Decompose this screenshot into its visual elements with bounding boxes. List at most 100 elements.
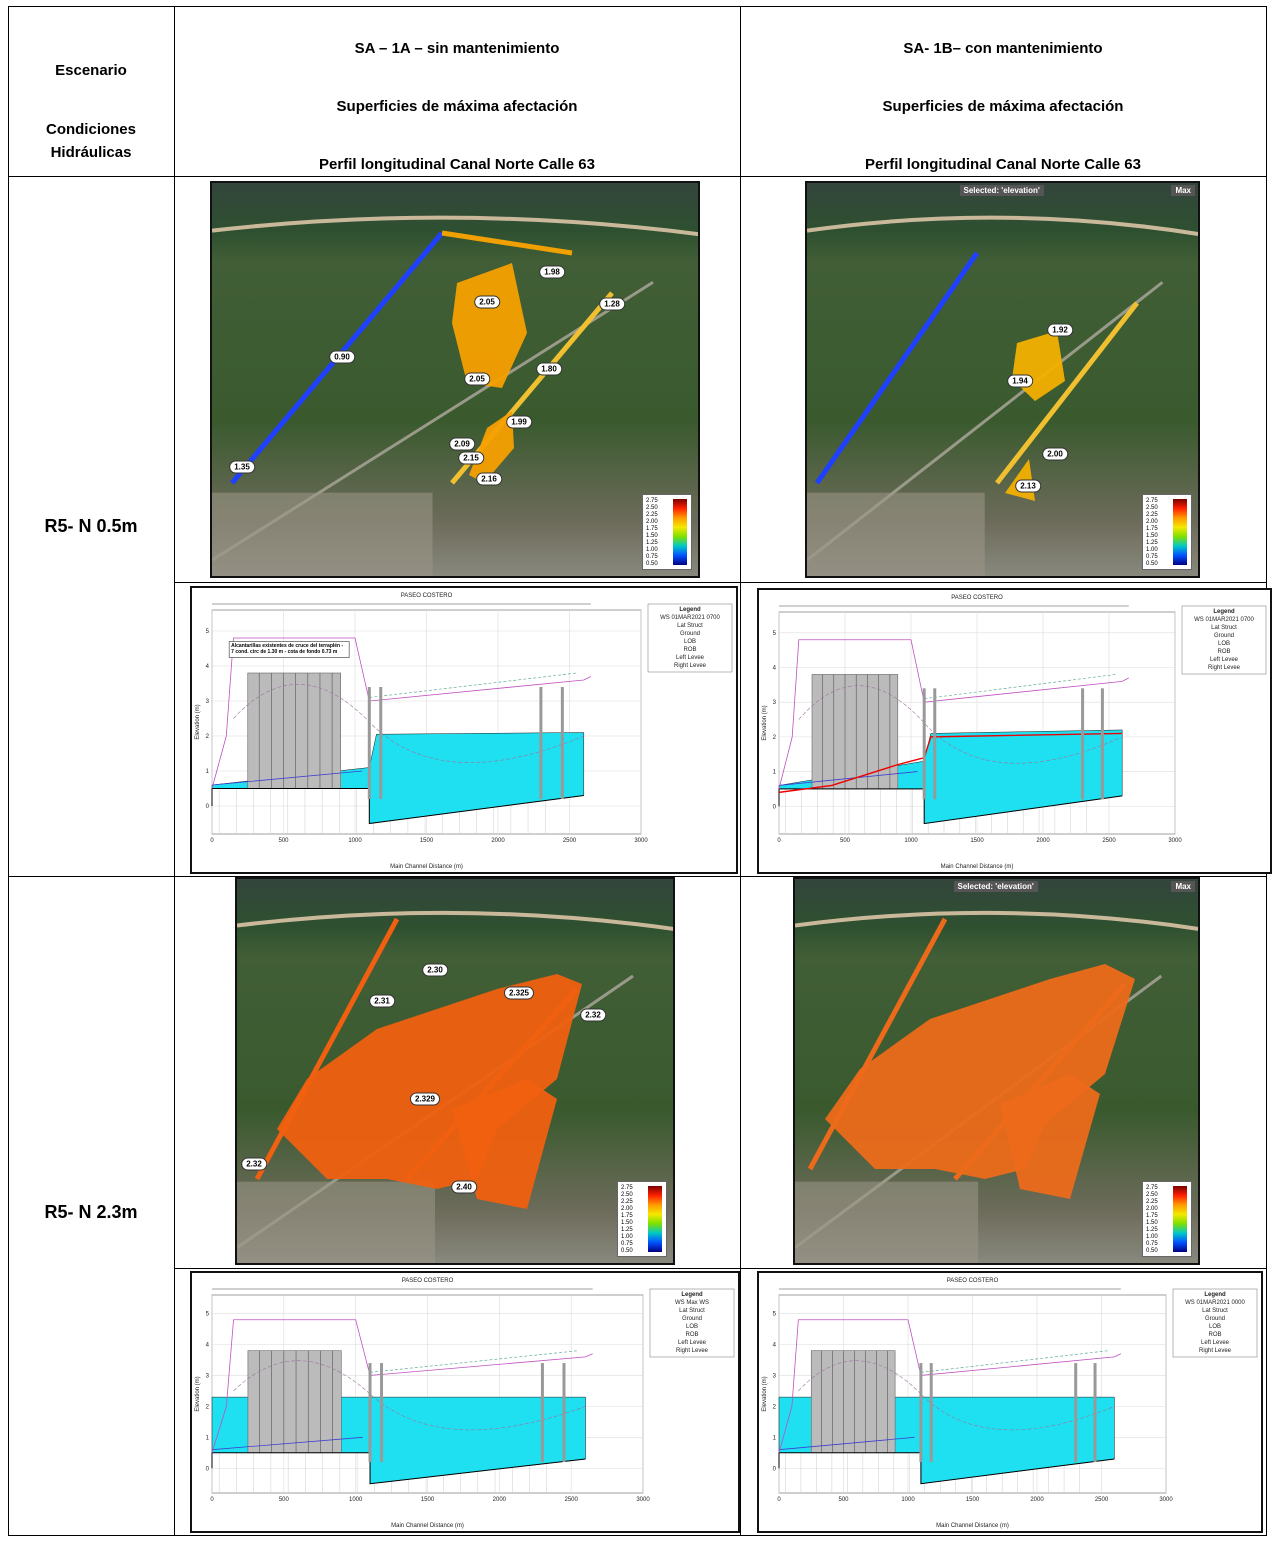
x-tick-label: 3000 [1159,1497,1173,1503]
x-tick-label: 2500 [564,1497,578,1503]
legend-tick: 2.50 [1146,505,1158,511]
canal [807,917,948,1171]
legend-tick: 2.00 [646,519,658,525]
legend-tick: 1.00 [621,1234,633,1240]
legend-tick: 0.50 [646,561,658,567]
x-axis-label: Main Channel Distance (m) [941,864,1014,870]
y-axis-label: Elevation (m) [195,704,201,739]
map-value-label: 2.09 [449,437,475,451]
profile-title: PASEO COSTERO [947,1278,999,1284]
legend-entry: Right Levee [676,1348,709,1354]
legend-tick: 0.50 [1146,561,1158,567]
left-levee [778,639,1129,790]
legend-tick: 2.25 [1146,512,1158,518]
map-value-label: 1.80 [536,362,562,376]
legend-tick: 0.75 [1146,554,1158,560]
legend-tick: 2.00 [1146,519,1158,525]
legend-entry: Ground [682,1316,702,1322]
map-image: 1.98 2.05 1.28 0.90 2.05 1.80 1.99 2.09 2.15 2.16… [210,181,700,578]
x-axis-label: Main Channel Distance (m) [391,1523,464,1529]
legend-entry: Lat Struct [677,623,703,629]
y-tick-label: 2 [206,1404,210,1410]
shoreline [807,215,1198,237]
legend-entry: Ground [1205,1316,1225,1322]
legend-colorbar [1173,499,1187,565]
structure [933,688,937,800]
legend-tick: 2.75 [646,498,658,504]
legend-entry: Left Levee [1210,657,1239,663]
legend-entry: WS 01MAR2021 0000 [1185,1300,1245,1306]
map-value-label: 2.32 [241,1157,267,1171]
row-label: R5- N 2.3m [44,1202,138,1222]
legend-colorbar [1173,1186,1187,1252]
y-tick-label: 0 [773,804,777,810]
map-value-label: 2.329 [409,1092,441,1106]
legend-title: Legend [1213,609,1235,615]
legend-entry: Ground [680,631,700,637]
map-image: Selected: 'elevation' Max 2.75 2.50 2.25 2.00… [793,877,1200,1265]
legend-tick: 1.25 [1146,540,1158,546]
legend-tick: 1.75 [646,526,658,532]
ws-line [778,1436,915,1451]
x-tick-label: 3000 [1168,838,1182,844]
map-value-label: 2.31 [369,994,395,1008]
legend-entry: Lat Struct [1211,625,1237,631]
header-line: Superficies de máxima afectación [336,98,578,115]
structure [1081,688,1085,800]
flood-area [469,411,514,483]
profile-image: PASEO COSTERO 0 500 1000 1500 2000 2500 3000 0 1 2… [757,1271,1263,1533]
profile-chart: PASEO COSTERO 0 500 1000 1500 2000 2500 3000 0 1 2… [762,595,1267,870]
legend-colorbar [648,1186,662,1252]
flood-area [277,974,582,1189]
x-tick-label: 1000 [901,1497,915,1503]
legend-colorbar [673,499,687,565]
legend-tick: 0.75 [646,554,658,560]
rob-line [920,1350,1108,1373]
culvert-block [247,672,341,789]
structure [562,1363,566,1463]
culvert-block [810,1350,896,1454]
map-legend: 2.75 2.50 2.25 2.00 1.75 1.50 1.25 1.00 0.75 0.50 [1142,494,1192,570]
canal [814,251,980,485]
lob-line [233,1360,586,1431]
y-tick-label: 3 [206,699,210,705]
profile-image: PASEO COSTERO 0 500 1000 1500 2000 2500 3000 0 1 2… [190,1271,740,1533]
legend-tick: 1.50 [1146,533,1158,539]
structure [368,1363,372,1463]
flood-area [1000,1074,1100,1199]
ws-line [211,1436,363,1451]
map-value-label: 2.13 [1015,479,1041,493]
map-value-label: 2.325 [503,986,535,1000]
map-value-label: 1.92 [1047,323,1073,337]
legend-entry: Left Levee [678,1340,707,1346]
x-tick-label: 1500 [966,1497,980,1503]
x-tick-label: 500 [840,838,851,844]
left-levee [211,637,592,789]
x-tick-label: 0 [210,1497,214,1503]
legend-tick: 1.75 [1146,1213,1158,1219]
legend-entry: Left Levee [1201,1340,1230,1346]
profile-title: PASEO COSTERO [401,593,453,599]
map-image: 2.30 2.31 2.325 2.32 2.329 2.32 2.40 2.75 2.50 2.… [235,877,675,1265]
structure [380,1363,384,1463]
legend-tick: 1.00 [1146,1234,1158,1240]
map-graphic [212,183,698,576]
header-line: SA – 1A – sin mantenimiento [354,40,560,57]
profile-image: PASEO COSTERO 0 500 1000 1500 2000 2500 3000 0 1 2… [190,586,738,874]
map-value-label: 1.99 [506,415,532,429]
header-scenario: Escenario [55,62,127,79]
x-tick-label: 1500 [420,838,434,844]
y-tick-label: 5 [206,629,210,635]
structure [922,688,926,800]
map-max: Max [1171,881,1195,892]
legend-tick: 2.50 [1146,1192,1158,1198]
map-value-label: 2.16 [476,472,502,486]
map-value-label: 1.35 [229,460,255,474]
x-tick-label: 2500 [1102,838,1116,844]
table-border [8,1535,1267,1536]
legend-entry: ROB [683,647,696,653]
y-tick-label: 1 [206,769,210,775]
map-value-label: 1.98 [539,265,565,279]
y-tick-label: 1 [773,770,777,776]
profile-title: PASEO COSTERO [951,595,1003,601]
